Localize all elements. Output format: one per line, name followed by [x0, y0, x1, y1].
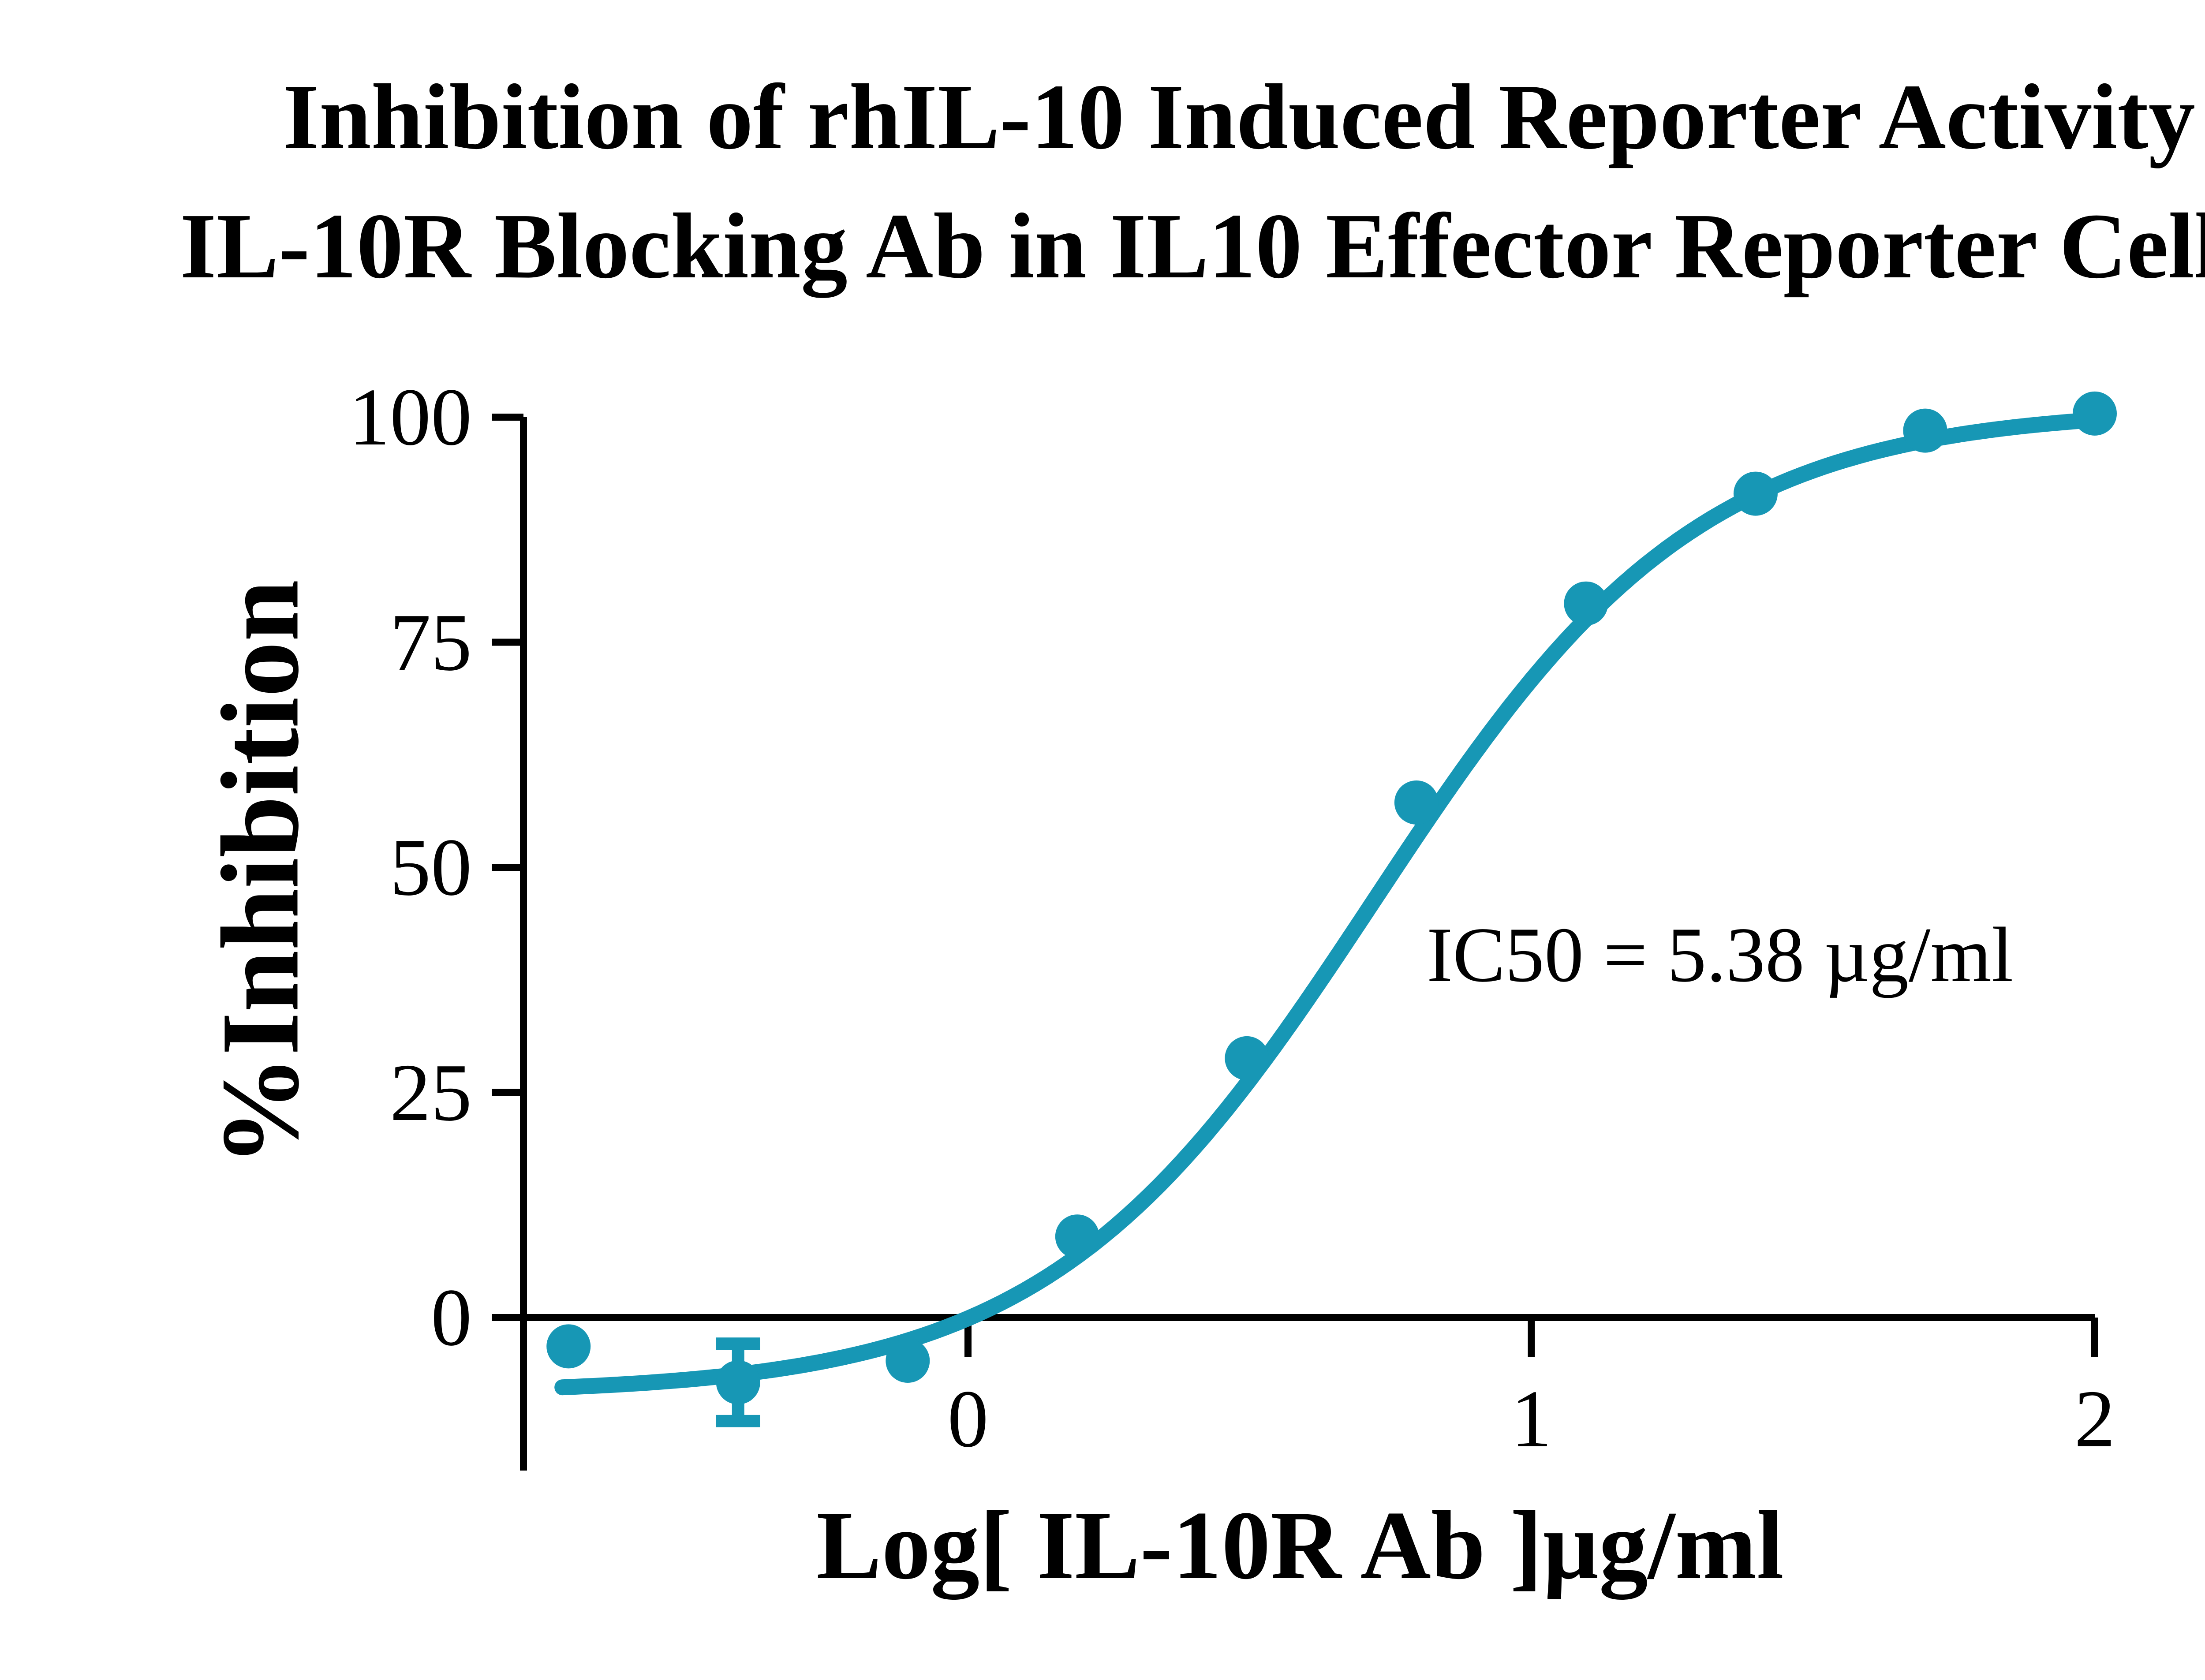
y-tick-label: 100 — [349, 372, 472, 463]
fit-curve — [554, 412, 2103, 1396]
data-point-marker — [1394, 780, 1439, 825]
chart-title: Inhibition of rhIL-10 Induced Reporter A… — [0, 52, 2205, 310]
x-tick-label: 2 — [2074, 1374, 2115, 1464]
ic50-annotation: IC50 = 5.38 µg/ml — [1427, 911, 2014, 998]
data-point-marker — [886, 1339, 930, 1383]
x-axis-label: Log[ IL-10R Ab ]µg/ml — [816, 1491, 1784, 1600]
data-point-marker — [546, 1324, 591, 1369]
chart-title-line2: IL-10R Blocking Ab in IL10 Effector Repo… — [180, 194, 2205, 298]
data-point-marker — [1903, 408, 1947, 453]
y-tick-label: 50 — [390, 822, 472, 913]
data-point-marker — [1055, 1214, 1099, 1259]
data-point-marker — [1564, 581, 1608, 626]
y-tick-label: 0 — [431, 1272, 472, 1363]
data-point-marker — [716, 1360, 760, 1405]
data-point-marker — [1733, 471, 1778, 516]
x-tick-label: 0 — [947, 1374, 989, 1464]
chart-title-line1: Inhibition of rhIL-10 Induced Reporter A… — [283, 65, 2205, 168]
data-point-marker — [1225, 1036, 1269, 1080]
x-tick-label: 1 — [1511, 1374, 1552, 1464]
y-tick-label: 75 — [390, 597, 472, 688]
y-tick-label: 25 — [390, 1047, 472, 1138]
data-point-marker — [2073, 391, 2117, 436]
